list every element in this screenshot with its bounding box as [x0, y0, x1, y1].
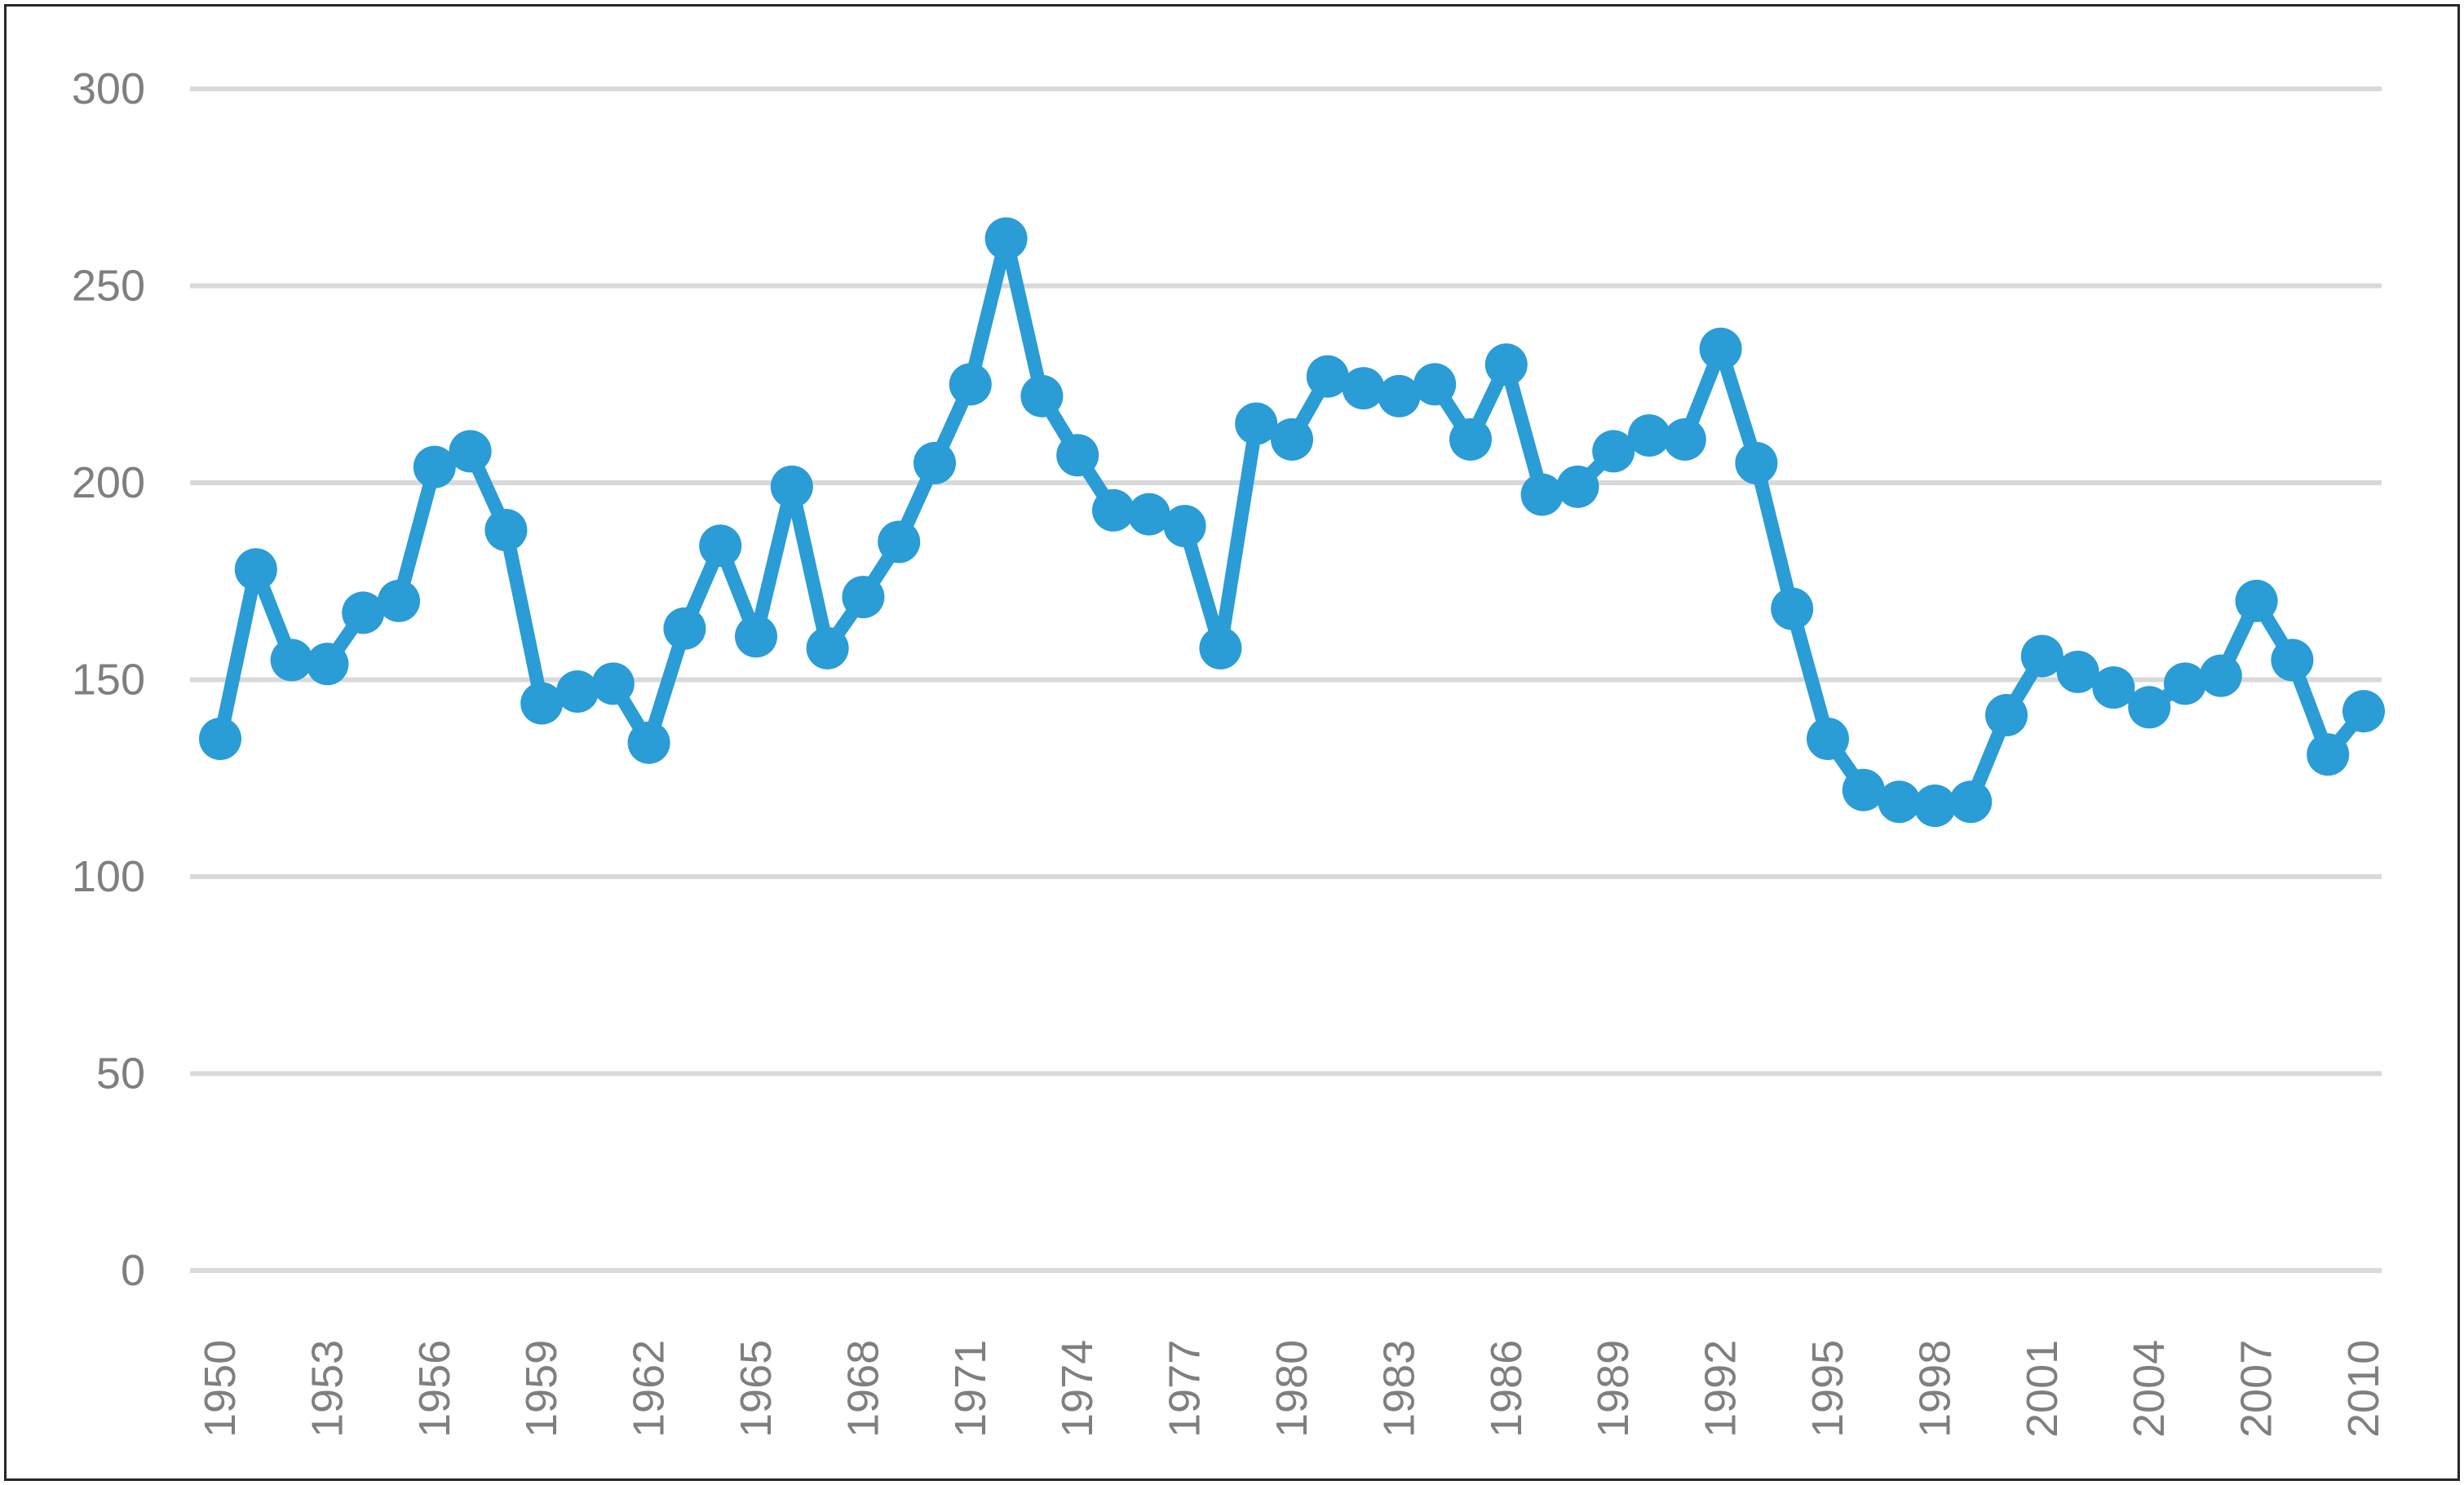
- data-point-1979[interactable]: [1235, 402, 1278, 445]
- data-point-1957[interactable]: [449, 430, 492, 473]
- data-point-1964[interactable]: [699, 524, 742, 568]
- x-tick-label-1986: 1986: [1482, 1340, 1531, 1438]
- data-point-1975[interactable]: [1092, 488, 1135, 532]
- data-point-1992[interactable]: [1699, 327, 1742, 370]
- data-point-1978[interactable]: [1199, 626, 1242, 670]
- data-point-1984[interactable]: [1413, 363, 1457, 406]
- data-point-2002[interactable]: [2056, 650, 2099, 693]
- x-tick-label-2010: 2010: [2339, 1340, 2388, 1438]
- x-tick-label-1977: 1977: [1161, 1340, 1210, 1438]
- data-point-2001[interactable]: [2020, 634, 2064, 678]
- data-point-1972[interactable]: [984, 217, 1028, 260]
- x-tick-label-1953: 1953: [303, 1340, 352, 1438]
- y-tick-label-250: 250: [72, 262, 145, 311]
- y-tick-label-100: 100: [72, 852, 145, 901]
- x-tick-label-1959: 1959: [517, 1340, 566, 1438]
- data-point-1999[interactable]: [1949, 780, 1993, 824]
- data-point-2000[interactable]: [1985, 693, 2028, 736]
- data-point-2009[interactable]: [2307, 733, 2350, 776]
- data-point-2006[interactable]: [2199, 654, 2242, 697]
- data-point-1951[interactable]: [234, 548, 277, 591]
- x-tick-label-2004: 2004: [2125, 1340, 2174, 1438]
- y-tick-label-50: 50: [96, 1050, 145, 1098]
- data-point-1955[interactable]: [378, 579, 420, 622]
- x-tick-label-1950: 1950: [196, 1340, 245, 1438]
- line-chart-canvas: 0 50 100 150 200 250 300 1950 1953 1956 1959 1962 19…: [72, 64, 2388, 1438]
- data-point-2008[interactable]: [2271, 639, 2314, 682]
- data-point-1994[interactable]: [1771, 587, 1814, 630]
- data-point-1960[interactable]: [556, 670, 599, 713]
- data-point-1983[interactable]: [1378, 374, 1421, 418]
- data-point-1980[interactable]: [1271, 418, 1313, 461]
- data-point-1954[interactable]: [342, 591, 385, 634]
- x-tick-label-1980: 1980: [1267, 1340, 1316, 1438]
- y-tick-label-0: 0: [121, 1246, 145, 1295]
- data-point-1985[interactable]: [1449, 418, 1492, 461]
- data-point-1997[interactable]: [1878, 780, 1921, 824]
- data-point-2004[interactable]: [2128, 686, 2171, 729]
- data-point-1971[interactable]: [949, 363, 992, 406]
- x-tick-label-1983: 1983: [1374, 1340, 1423, 1438]
- data-point-1973[interactable]: [1020, 374, 1064, 418]
- data-point-1976[interactable]: [1127, 493, 1170, 536]
- data-point-2003[interactable]: [2092, 666, 2135, 709]
- data-point-2005[interactable]: [2164, 662, 2206, 705]
- x-tick-label-1989: 1989: [1589, 1340, 1638, 1438]
- data-point-1961[interactable]: [591, 662, 635, 705]
- data-point-1959[interactable]: [520, 682, 564, 725]
- data-point-1963[interactable]: [663, 607, 706, 650]
- data-point-1966[interactable]: [770, 465, 813, 508]
- data-point-1952[interactable]: [270, 639, 313, 682]
- data-point-1970[interactable]: [913, 441, 956, 484]
- data-point-1987[interactable]: [1520, 473, 1564, 516]
- data-point-1996[interactable]: [1842, 768, 1885, 811]
- data-point-1967[interactable]: [806, 626, 849, 670]
- x-tick-label-2001: 2001: [2018, 1340, 2067, 1438]
- data-point-1993[interactable]: [1735, 441, 1778, 484]
- data-point-1995[interactable]: [1807, 717, 1849, 760]
- data-point-1958[interactable]: [484, 508, 528, 551]
- x-tick-label-1974: 1974: [1053, 1340, 1102, 1438]
- x-tick-label-1968: 1968: [838, 1340, 887, 1438]
- data-point-1991[interactable]: [1663, 418, 1706, 461]
- data-point-1998[interactable]: [1913, 784, 1957, 828]
- x-tick-label-1992: 1992: [1696, 1340, 1745, 1438]
- data-point-1986[interactable]: [1484, 343, 1528, 387]
- data-point-2010[interactable]: [2342, 690, 2385, 733]
- x-tick-label-1962: 1962: [625, 1340, 674, 1438]
- data-point-1953[interactable]: [306, 643, 349, 686]
- data-point-1981[interactable]: [1306, 355, 1349, 398]
- data-point-2007[interactable]: [2235, 579, 2278, 622]
- data-point-1990[interactable]: [1628, 414, 1670, 457]
- y-tick-label-150: 150: [72, 656, 145, 705]
- chart-container: 0 50 100 150 200 250 300 1950 1953 1956 1959 1962 19…: [4, 4, 2460, 1481]
- data-point-1988[interactable]: [1556, 465, 1599, 508]
- data-point-1974[interactable]: [1056, 434, 1099, 477]
- data-point-1965[interactable]: [735, 615, 777, 658]
- x-tick-label-1971: 1971: [946, 1340, 995, 1438]
- data-point-1956[interactable]: [413, 445, 456, 488]
- data-point-1969[interactable]: [878, 520, 921, 564]
- y-tick-label-300: 300: [72, 64, 145, 113]
- x-tick-label-1998: 1998: [1910, 1340, 1959, 1438]
- x-tick-label-1956: 1956: [410, 1340, 459, 1438]
- data-point-1982[interactable]: [1342, 367, 1385, 410]
- data-point-1989[interactable]: [1592, 430, 1635, 473]
- x-tick-label-1995: 1995: [1803, 1340, 1852, 1438]
- data-point-1962[interactable]: [627, 721, 670, 764]
- x-tick-label-2007: 2007: [2232, 1340, 2281, 1438]
- data-point-1968[interactable]: [842, 576, 885, 619]
- x-tick-label-1965: 1965: [732, 1340, 781, 1438]
- data-point-1950[interactable]: [199, 717, 241, 760]
- y-tick-label-200: 200: [72, 458, 145, 507]
- data-point-1977[interactable]: [1163, 505, 1206, 548]
